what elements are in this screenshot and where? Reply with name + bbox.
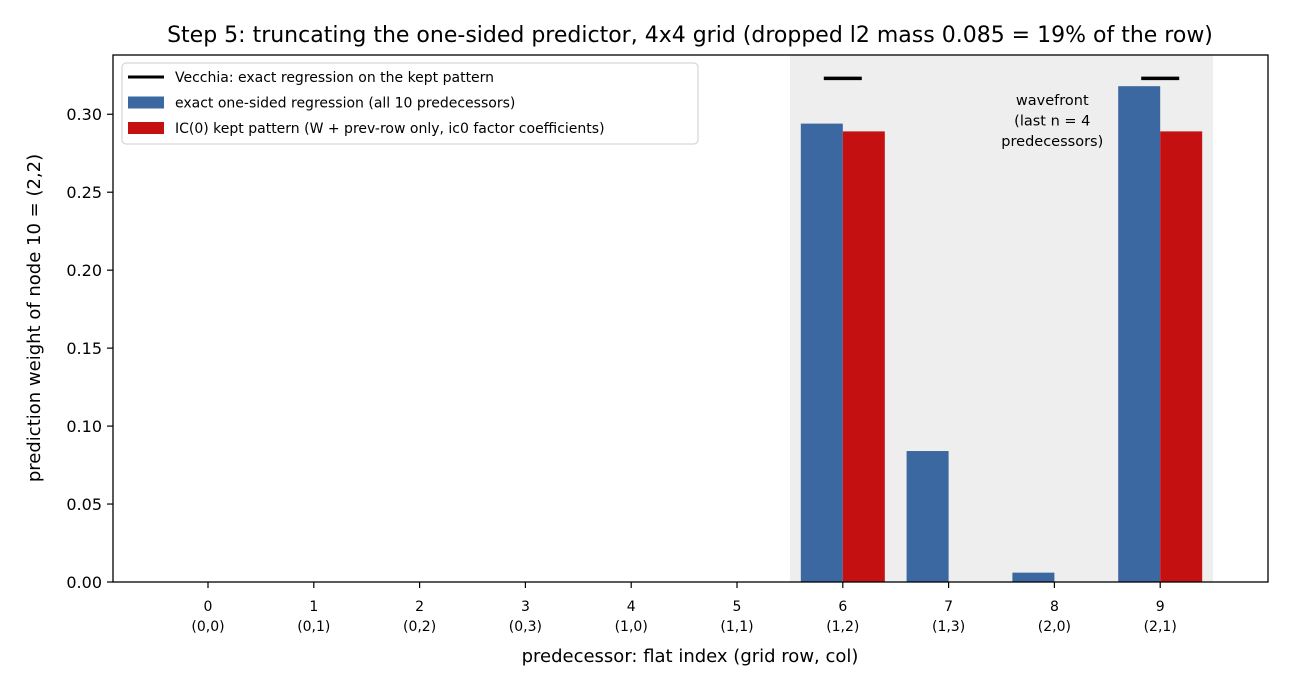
x-tick-sublabel: (2,1) [1144, 619, 1177, 635]
x-tick-label: 5 [733, 599, 742, 615]
legend-label: Vecchia: exact regression on the kept pa… [175, 70, 494, 86]
x-tick-sublabel: (0,0) [191, 619, 224, 635]
wavefront-annotation-line: predecessors) [1001, 134, 1103, 150]
y-tick-label: 0.15 [66, 339, 102, 358]
x-tick-sublabel: (1,1) [720, 619, 753, 635]
x-tick-sublabel: (2,0) [1038, 619, 1071, 635]
chart-title: Step 5: truncating the one-sided predict… [167, 23, 1213, 48]
x-axis-label: predecessor: flat index (grid row, col) [522, 646, 859, 667]
bar-ic0-6 [842, 131, 885, 582]
x-tick-label: 0 [204, 599, 213, 615]
legend-swatch-exact [128, 96, 164, 109]
wavefront-annotation-line: wavefront [1016, 93, 1089, 109]
x-tick-label: 2 [415, 599, 424, 615]
y-tick-label: 0.20 [66, 261, 102, 280]
wavefront-annotation-line: (last n = 4 [1014, 114, 1090, 130]
x-tick-label: 3 [521, 599, 530, 615]
plot-frame [112, 54, 1269, 583]
legend-label: exact one-sided regression (all 10 prede… [175, 96, 515, 112]
legend-box [121, 62, 699, 145]
x-tick-label: 4 [627, 599, 636, 615]
bar-exact-8 [1012, 572, 1055, 582]
y-tick-label: 0.30 [66, 105, 102, 124]
x-tick-label: 7 [944, 599, 953, 615]
x-tick-sublabel: (1,3) [932, 619, 965, 635]
y-axis-label: prediction weight of node 10 = (2,2) [24, 154, 45, 482]
x-tick-label: 8 [1050, 599, 1059, 615]
x-tick-sublabel: (1,2) [826, 619, 859, 635]
x-tick-sublabel: (0,2) [403, 619, 436, 635]
x-tick-label: 9 [1156, 599, 1165, 615]
bar-exact-6 [800, 123, 843, 583]
bar-ic0-9 [1160, 131, 1203, 582]
x-tick-sublabel: (0,1) [297, 619, 330, 635]
legend-swatch-ic0 [128, 122, 164, 134]
x-tick-sublabel: (1,0) [615, 619, 648, 635]
y-tick-label: 0.05 [66, 495, 102, 514]
x-tick-sublabel: (0,3) [509, 619, 542, 635]
x-tick-label: 6 [838, 599, 847, 615]
x-tick-label: 1 [309, 599, 318, 615]
y-tick-label: 0.25 [66, 183, 102, 202]
y-tick-label: 0.10 [66, 417, 102, 436]
bar-exact-9 [1118, 86, 1161, 582]
bar-exact-7 [906, 451, 949, 582]
y-tick-label: 0.00 [66, 573, 102, 592]
legend-label: IC(0) kept pattern (W + prev-row only, i… [175, 121, 605, 137]
